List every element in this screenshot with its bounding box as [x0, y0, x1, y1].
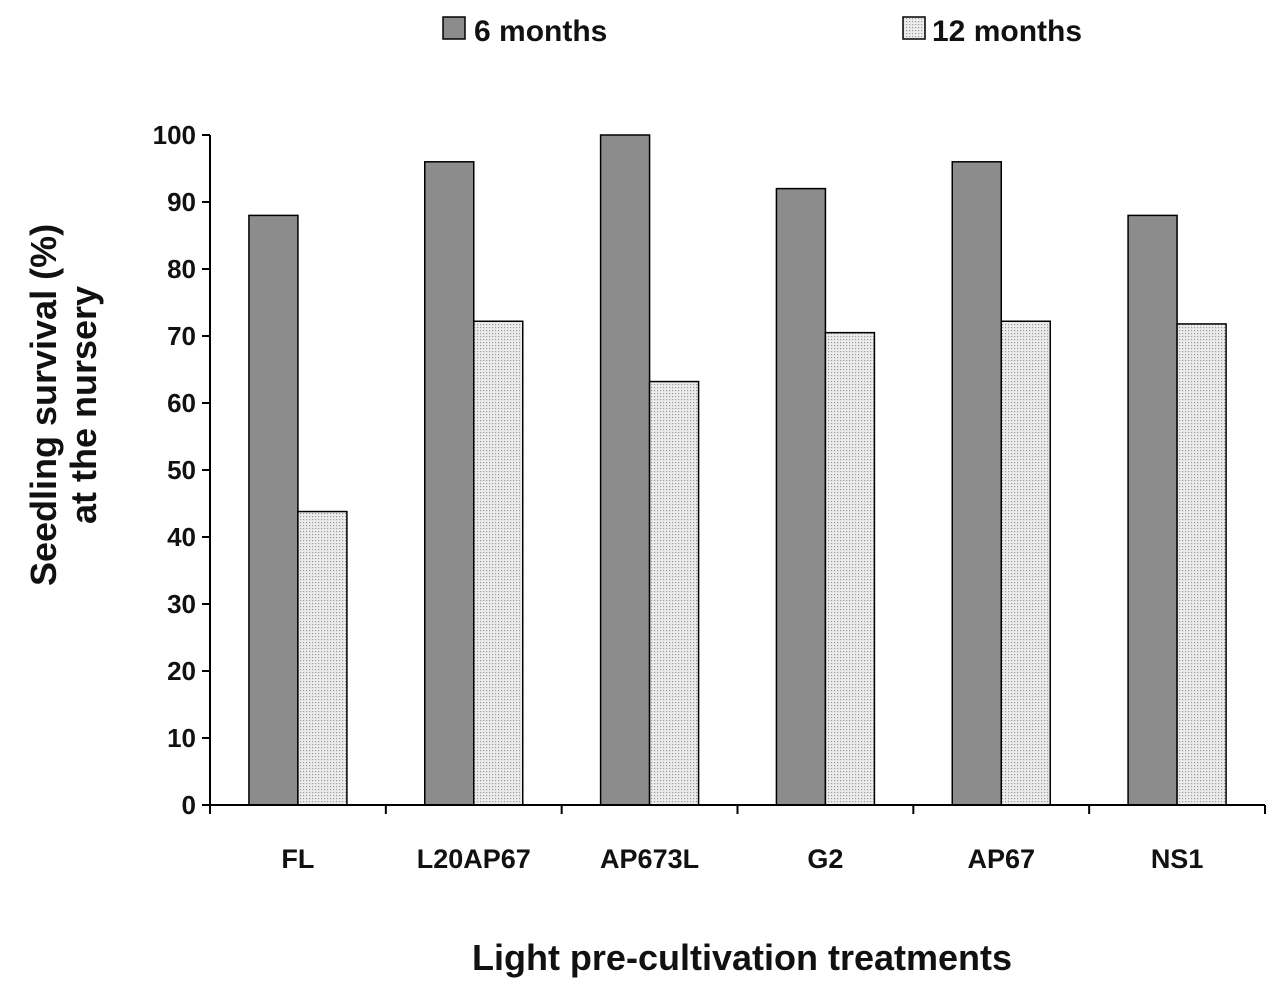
legend-swatch-6-months — [442, 16, 466, 40]
bar-ap67-12-months — [1000, 320, 1051, 806]
legend: 6 months 12 months — [442, 15, 1082, 48]
y-tick-label: 40 — [167, 522, 196, 552]
bars — [248, 134, 1227, 806]
y-tick-label: 100 — [153, 120, 196, 150]
bar-ap673l-12-months — [648, 380, 700, 806]
y-tick-label: 0 — [182, 790, 196, 820]
bar-l20ap67-6-months — [424, 161, 475, 806]
y-tick-label: 50 — [167, 455, 196, 485]
y-axis-title-line-1: Seedling survival (%) — [23, 224, 64, 586]
y-tick-label: 30 — [167, 589, 196, 619]
legend-label-6-months: 6 months — [474, 15, 607, 48]
bar-g2-12-months — [824, 331, 876, 806]
y-tick-label: 80 — [167, 254, 196, 284]
y-axis: 0 10 20 30 40 50 60 70 80 90 100 — [153, 120, 211, 820]
x-tick-label-fl: FL — [281, 844, 314, 874]
bar-fl-12-months — [297, 510, 348, 806]
x-tick-label-l20ap67: L20AP67 — [417, 844, 531, 874]
legend-swatch-12-months — [902, 16, 926, 40]
x-tick-label-g2: G2 — [807, 844, 843, 874]
x-tick-label-ap673l: AP673L — [600, 844, 699, 874]
x-axis-title: Light pre-cultivation treatments — [472, 937, 1012, 978]
bar-ns1-6-months — [1127, 214, 1178, 806]
x-axis: FL L20AP67 AP673L G2 AP67 NS1 — [209, 804, 1266, 874]
legend-label-12-months: 12 months — [932, 15, 1082, 48]
bar-ns1-12-months — [1176, 323, 1227, 806]
bar-fl-6-months — [248, 214, 299, 806]
bar-g2-6-months — [775, 187, 827, 806]
legend-item-12-months: 12 months — [902, 15, 1082, 48]
y-axis-title-line-2: at the nursery — [63, 286, 104, 524]
bar-l20ap67-12-months — [473, 320, 524, 806]
legend-item-6-months: 6 months — [442, 15, 607, 48]
y-tick-label: 20 — [167, 656, 196, 686]
y-tick-label: 10 — [167, 723, 196, 753]
y-tick-label: 70 — [167, 321, 196, 351]
bar-ap673l-6-months — [599, 134, 651, 806]
y-tick-label: 90 — [167, 187, 196, 217]
y-axis-title: Seedling survival (%) at the nursery — [23, 224, 104, 586]
x-tick-label-ns1: NS1 — [1151, 844, 1204, 874]
y-tick-label: 60 — [167, 388, 196, 418]
bar-ap67-6-months — [951, 161, 1002, 806]
x-tick-label-ap67: AP67 — [967, 844, 1035, 874]
